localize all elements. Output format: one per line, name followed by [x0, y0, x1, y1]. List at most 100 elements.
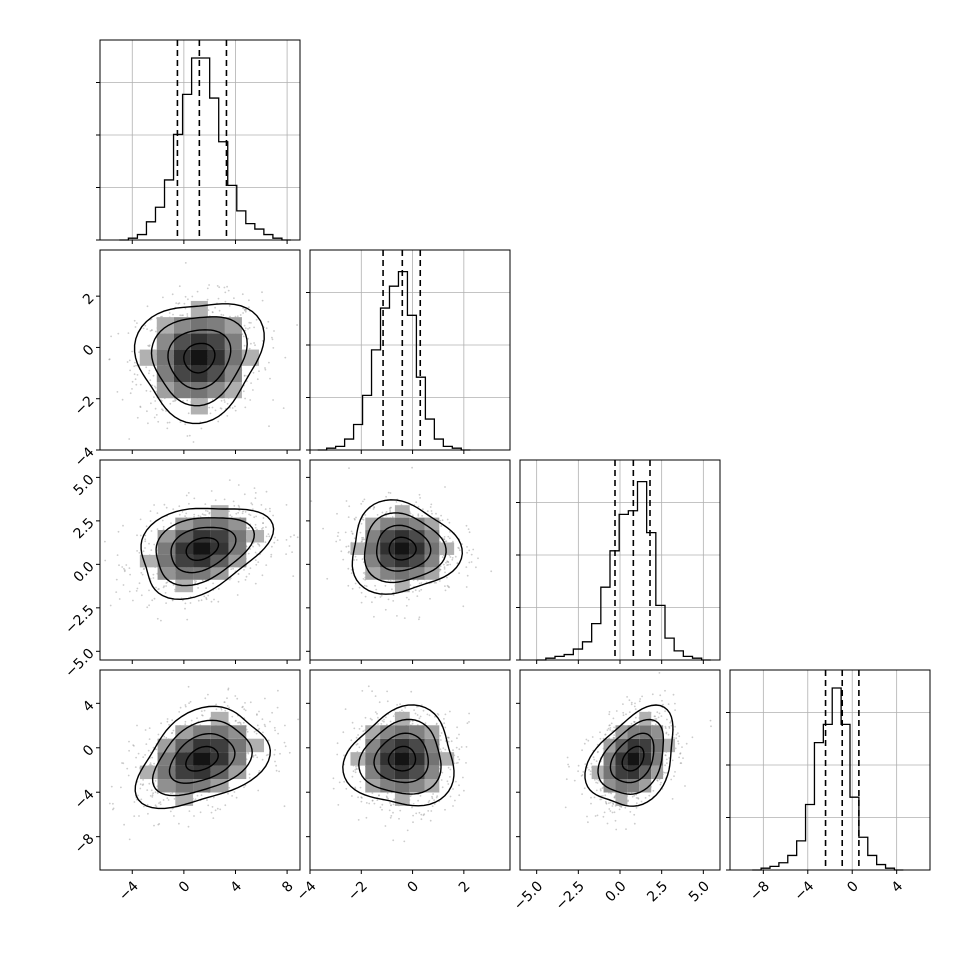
scatter-point	[439, 748, 442, 751]
scatter-point	[254, 582, 257, 585]
scatter-point	[193, 815, 195, 817]
scatter-point	[167, 799, 170, 801]
scatter-point	[460, 746, 463, 748]
scatter-point	[362, 518, 365, 521]
scatter-point	[271, 711, 273, 714]
scatter-point	[249, 514, 252, 516]
scatter-point	[283, 741, 286, 744]
scatter-point	[254, 492, 257, 494]
scatter-point	[451, 558, 454, 561]
scatter-point	[273, 726, 276, 729]
scatter-point	[224, 804, 227, 807]
scatter-point	[448, 521, 451, 524]
density-cell	[350, 752, 366, 766]
scatter-point	[447, 736, 449, 739]
scatter-point	[355, 516, 357, 519]
density-cell	[190, 382, 208, 399]
scatter-point	[433, 799, 435, 802]
scatter-point	[151, 796, 154, 798]
contour-0	[183, 342, 216, 374]
scatter-point	[226, 415, 229, 417]
scatter-point	[422, 709, 425, 712]
scatter-point	[291, 551, 293, 553]
scatter-point	[415, 812, 418, 815]
scatter-point	[134, 361, 136, 364]
density-cell	[173, 365, 191, 383]
scatter-point	[127, 332, 130, 334]
pair-panel-2-3	[516, 669, 721, 874]
scatter-point	[148, 727, 151, 729]
pair-frame-1-2	[309, 459, 511, 661]
scatter-point	[136, 550, 138, 552]
density-cell	[394, 505, 410, 518]
scatter-point	[462, 776, 464, 779]
scatter-point	[154, 330, 157, 333]
scatter-point	[215, 708, 218, 711]
scatter-point	[347, 567, 350, 570]
scatter-point	[409, 512, 412, 515]
scatter-point	[200, 794, 203, 796]
scatter-point	[255, 732, 258, 735]
scatter-point	[172, 729, 175, 732]
scatter-point	[371, 799, 374, 802]
density-cell	[207, 317, 225, 334]
scatter-point	[360, 601, 363, 604]
scatter-point	[172, 584, 175, 586]
scatter-point	[91, 333, 93, 335]
scatter-point	[134, 378, 137, 381]
scatter-point	[243, 569, 245, 571]
scatter-point	[144, 538, 147, 541]
scatter-point	[387, 491, 390, 494]
scatter-point	[373, 615, 375, 618]
scatter-point	[237, 511, 240, 514]
scatter-point	[178, 711, 181, 713]
scatter-point	[264, 508, 267, 511]
density-cell	[394, 711, 410, 726]
contour-1	[373, 732, 430, 784]
scatter-point	[347, 551, 350, 554]
scatter-point	[184, 720, 187, 723]
pair-inner-0-3	[108, 685, 299, 841]
scatter-point	[149, 510, 152, 512]
scatter-point	[196, 290, 199, 293]
scatter-point	[342, 731, 345, 734]
scatter-point	[384, 608, 387, 611]
scatter-point	[467, 528, 470, 530]
scatter-point	[265, 564, 268, 566]
density-cell	[210, 505, 229, 518]
scatter-point	[440, 525, 443, 527]
scatter-point	[449, 776, 451, 778]
scatter-point	[227, 687, 230, 690]
scatter-point	[376, 799, 379, 801]
scatter-point	[175, 302, 178, 304]
scatter-point	[144, 547, 146, 549]
scatter-point	[211, 806, 214, 808]
scatter-point	[431, 795, 433, 798]
scatter-point	[398, 817, 400, 820]
scatter-point	[268, 425, 270, 428]
scatter-point	[431, 805, 434, 807]
scatter-point	[217, 600, 220, 603]
scatter-point	[357, 819, 360, 821]
scatter-point	[468, 549, 471, 552]
scatter-point	[244, 406, 247, 409]
scatter-point	[233, 791, 236, 793]
scatter-point	[447, 740, 450, 743]
scatter-point	[367, 685, 370, 688]
scatter-point	[284, 745, 287, 748]
scatter-point	[355, 736, 358, 739]
scatter-point	[252, 508, 254, 511]
scatter-point	[456, 737, 458, 740]
scatter-point	[248, 573, 251, 575]
scatter-point	[228, 722, 231, 725]
scatter-point	[383, 718, 385, 721]
contour-2	[358, 718, 442, 795]
scatter-point	[233, 505, 236, 507]
scatter-point	[381, 808, 383, 811]
scatter-point	[117, 332, 120, 335]
scatter-point	[691, 736, 694, 739]
contour-2	[151, 719, 253, 797]
scatter-point	[322, 527, 324, 530]
scatter-point	[389, 816, 392, 819]
density-cell	[424, 554, 440, 568]
